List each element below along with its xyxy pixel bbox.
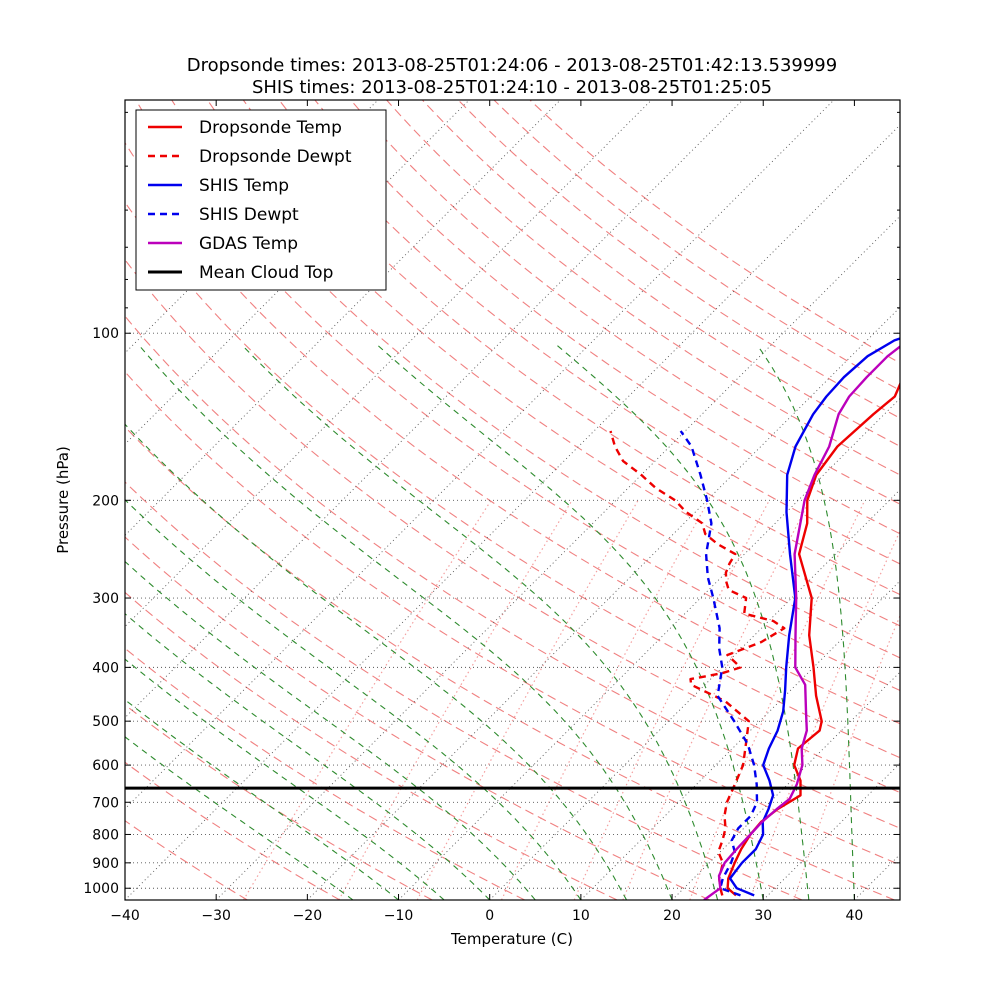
mixing-ratio-lines <box>242 499 900 900</box>
y-tick-label: 800 <box>92 827 119 843</box>
grid-lines <box>125 100 900 900</box>
x-tick-label: −40 <box>110 908 140 924</box>
chart-title: Dropsonde times: 2013-08-25T01:24:06 - 2… <box>187 55 837 76</box>
isotherm-line <box>307 306 900 900</box>
x-tick-label: −20 <box>293 908 323 924</box>
dry-adiabat-line <box>125 536 710 900</box>
isotherm-line <box>489 489 900 900</box>
isotherm-line <box>580 580 900 900</box>
dry-adiabat-line <box>314 100 900 535</box>
y-tick-label: 200 <box>92 493 119 509</box>
moist-adiabat-line <box>125 613 491 900</box>
legend-box <box>135 109 387 291</box>
x-tick-label: −10 <box>384 908 414 924</box>
moist-adiabat-line <box>125 698 399 900</box>
chart-subtitle: SHIS times: 2013-08-25T01:24:10 - 2013-0… <box>252 77 772 98</box>
series-gdas-temp <box>703 345 900 900</box>
isotherm-line <box>398 397 900 900</box>
y-tick-label: 600 <box>92 758 119 774</box>
legend-label: SHIS Dewpt <box>199 205 299 225</box>
dry-adiabat-line <box>125 371 900 866</box>
y-tick-label: 400 <box>92 660 119 676</box>
isotherm-line <box>215 215 900 900</box>
isotherm-line <box>762 762 900 900</box>
moist-adiabat-line <box>125 423 627 900</box>
x-axis-ticks: −40 −30 −20 −10 0 10 20 30 40 <box>110 100 863 924</box>
y-axis-label: Pressure (hPa) <box>54 446 72 554</box>
y-tick-label: 100 <box>92 326 119 342</box>
legend-label: Dropsonde Dewpt <box>199 147 352 167</box>
dry-adiabat-line <box>125 258 900 794</box>
dry-adiabat-line <box>242 100 900 596</box>
mixing-ratio-line <box>622 500 811 900</box>
mixing-ratio-line <box>793 614 900 900</box>
dry-adiabat-line <box>457 100 900 419</box>
x-tick-label: 40 <box>845 908 863 924</box>
y-tick-label: 1000 <box>83 881 119 897</box>
dry-adiabat-line <box>125 647 525 900</box>
moist-adiabat-line <box>241 344 719 900</box>
dry-adiabat-line <box>125 591 618 900</box>
dry-adiabat-line <box>350 100 900 505</box>
x-axis-label: Temperature (C) <box>450 930 573 948</box>
dry-adiabat-line <box>278 100 900 565</box>
mixing-ratio-line <box>500 500 710 900</box>
x-tick-label: 20 <box>663 908 681 924</box>
moist-adiabat-line <box>756 344 855 900</box>
y-tick-label: 500 <box>92 714 119 730</box>
moist-adiabat-line <box>125 499 582 900</box>
y-tick-label: 300 <box>92 591 119 607</box>
mixing-ratio-line <box>338 499 573 900</box>
dry-adiabat-line <box>125 481 803 900</box>
moist-adiabats <box>125 344 855 900</box>
legend-label: GDAS Temp <box>199 234 298 254</box>
x-tick-label: 0 <box>485 908 494 924</box>
moist-adiabat-line <box>377 344 764 900</box>
legend-label: Mean Cloud Top <box>199 263 333 283</box>
dry-adiabat-line <box>421 100 900 448</box>
mixing-ratio-line <box>573 500 770 900</box>
legend-label: SHIS Temp <box>199 176 289 196</box>
moist-adiabat-line <box>556 344 810 900</box>
y-tick-label: 700 <box>92 795 119 811</box>
mixing-ratio-line <box>242 499 492 900</box>
data-series <box>609 337 900 900</box>
y-tick-label: 900 <box>92 856 119 872</box>
x-tick-label: −30 <box>201 908 231 924</box>
dry-adiabat-line <box>125 704 433 900</box>
isotherm-line <box>125 100 835 810</box>
isotherm-line <box>125 124 900 900</box>
x-tick-label: 30 <box>754 908 772 924</box>
mixing-ratio-line <box>416 499 639 900</box>
dry-adiabat-line <box>529 100 900 364</box>
isotherm-line <box>671 671 900 900</box>
moist-adiabat-line <box>125 736 354 900</box>
y-axis-ticks: 100 200 300 400 500 600 700 800 900 1000 <box>83 111 900 897</box>
legend-label: Dropsonde Temp <box>199 118 342 138</box>
series-dropsonde-dewpt <box>609 430 786 896</box>
x-tick-label: 10 <box>572 908 590 924</box>
dry-adiabat-line <box>125 315 900 829</box>
legend: Dropsonde Temp Dropsonde Dewpt SHIS Temp SH… <box>135 109 387 291</box>
